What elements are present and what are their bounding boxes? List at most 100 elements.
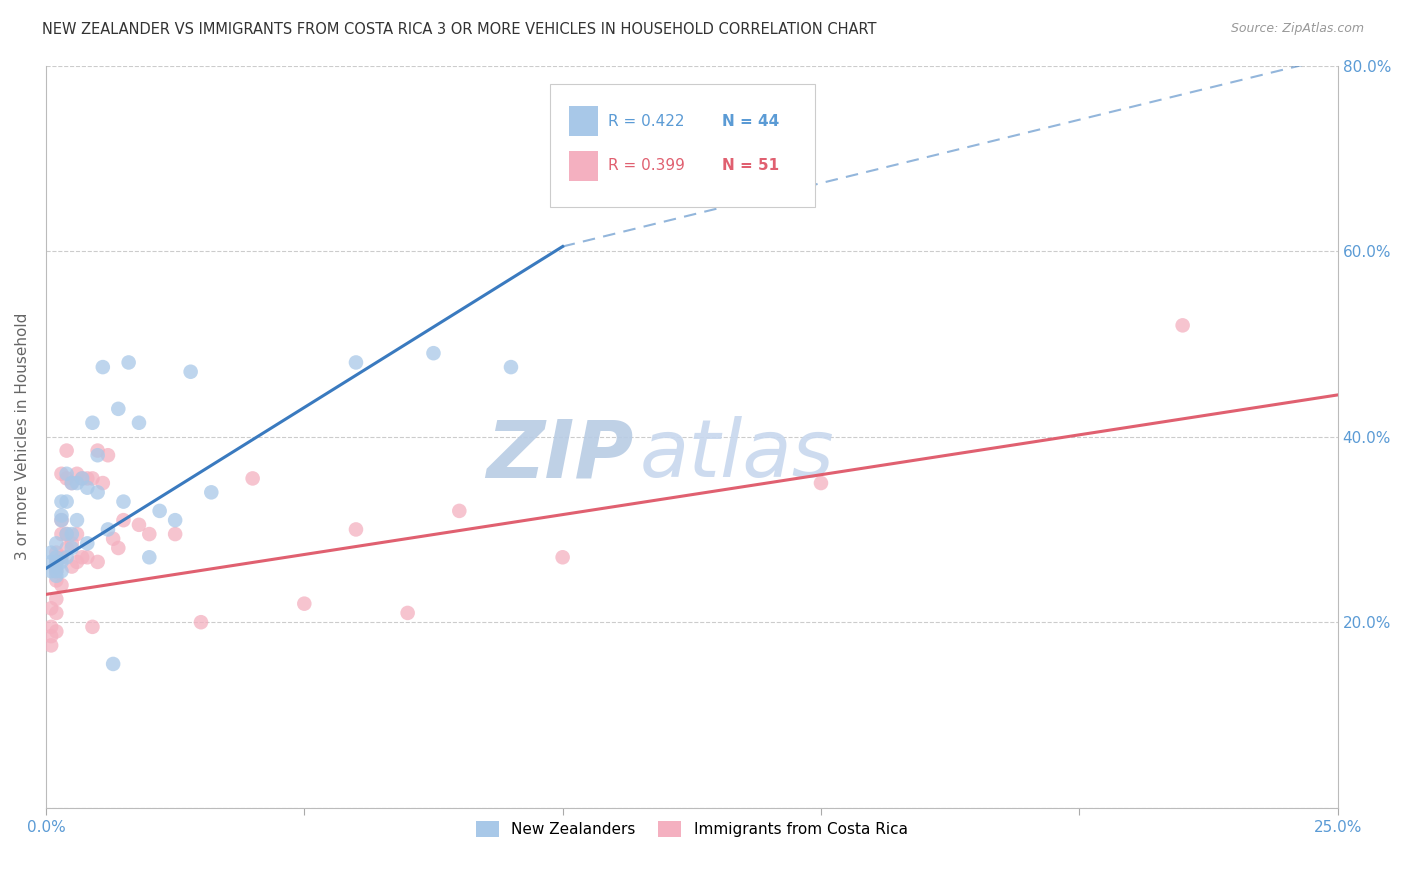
Text: R = 0.399: R = 0.399 xyxy=(607,158,685,173)
Point xyxy=(45,536,67,550)
Point xyxy=(138,550,160,565)
FancyBboxPatch shape xyxy=(569,151,598,181)
Point xyxy=(60,541,83,555)
Point xyxy=(70,550,93,565)
Point xyxy=(45,564,67,578)
Point xyxy=(344,523,367,537)
Point xyxy=(112,494,135,508)
Text: Source: ZipAtlas.com: Source: ZipAtlas.com xyxy=(1230,22,1364,36)
Point xyxy=(449,504,471,518)
Point xyxy=(200,485,222,500)
Point xyxy=(51,508,73,523)
Text: atlas: atlas xyxy=(640,417,835,494)
Point xyxy=(91,360,114,375)
Text: ZIP: ZIP xyxy=(486,417,634,494)
Point xyxy=(242,471,264,485)
Point xyxy=(66,555,89,569)
Point xyxy=(60,536,83,550)
Text: N = 44: N = 44 xyxy=(721,114,779,128)
Point xyxy=(39,555,62,569)
FancyBboxPatch shape xyxy=(569,106,598,136)
Point xyxy=(39,564,62,578)
Point xyxy=(45,574,67,588)
Point xyxy=(97,448,120,462)
Point xyxy=(66,527,89,541)
Point xyxy=(91,476,114,491)
FancyBboxPatch shape xyxy=(550,84,814,207)
Point xyxy=(138,527,160,541)
Point xyxy=(45,624,67,639)
Point xyxy=(55,550,77,565)
Point xyxy=(51,494,73,508)
Point xyxy=(66,476,89,491)
Point xyxy=(810,476,832,491)
Point xyxy=(39,601,62,615)
Point xyxy=(55,443,77,458)
Point xyxy=(128,416,150,430)
Point xyxy=(55,494,77,508)
Legend: New Zealanders, Immigrants from Costa Rica: New Zealanders, Immigrants from Costa Ri… xyxy=(468,814,915,845)
Point xyxy=(76,481,98,495)
Point xyxy=(45,555,67,569)
Point xyxy=(70,471,93,485)
Point xyxy=(66,513,89,527)
Point xyxy=(86,443,108,458)
Point xyxy=(51,550,73,565)
Point xyxy=(39,546,62,560)
Point xyxy=(76,536,98,550)
Point xyxy=(112,513,135,527)
Point xyxy=(45,559,67,574)
Point xyxy=(45,606,67,620)
Point xyxy=(51,467,73,481)
Point xyxy=(101,532,124,546)
Point xyxy=(82,471,104,485)
Point xyxy=(55,527,77,541)
Point xyxy=(76,471,98,485)
Point xyxy=(66,467,89,481)
Point xyxy=(499,360,522,375)
Point xyxy=(45,569,67,583)
Point xyxy=(180,365,202,379)
Point xyxy=(45,555,67,569)
Point xyxy=(117,355,139,369)
Point xyxy=(51,527,73,541)
Point xyxy=(55,471,77,485)
Text: NEW ZEALANDER VS IMMIGRANTS FROM COSTA RICA 3 OR MORE VEHICLES IN HOUSEHOLD CORR: NEW ZEALANDER VS IMMIGRANTS FROM COSTA R… xyxy=(42,22,877,37)
Point xyxy=(422,346,444,360)
Point xyxy=(149,504,172,518)
Point xyxy=(551,550,574,565)
Point xyxy=(60,559,83,574)
Point xyxy=(292,597,315,611)
Point xyxy=(39,639,62,653)
Text: N = 51: N = 51 xyxy=(721,158,779,173)
Point xyxy=(60,476,83,491)
Point xyxy=(97,523,120,537)
Point xyxy=(55,467,77,481)
Point xyxy=(82,620,104,634)
Point xyxy=(51,564,73,578)
Point xyxy=(45,550,67,565)
Point xyxy=(165,527,187,541)
Point xyxy=(51,578,73,592)
Point xyxy=(86,448,108,462)
Point xyxy=(45,592,67,607)
Point xyxy=(45,564,67,578)
Point xyxy=(51,513,73,527)
Point xyxy=(45,546,67,560)
Point xyxy=(128,517,150,532)
Point xyxy=(107,401,129,416)
Point xyxy=(190,615,212,630)
Point xyxy=(165,513,187,527)
Point xyxy=(60,476,83,491)
Point xyxy=(101,657,124,671)
Point xyxy=(76,550,98,565)
Point xyxy=(396,606,419,620)
Point xyxy=(39,620,62,634)
Point xyxy=(39,629,62,643)
Point xyxy=(107,541,129,555)
Point xyxy=(51,555,73,569)
Point xyxy=(60,527,83,541)
Point xyxy=(55,541,77,555)
Point xyxy=(1171,318,1194,333)
Point xyxy=(70,471,93,485)
